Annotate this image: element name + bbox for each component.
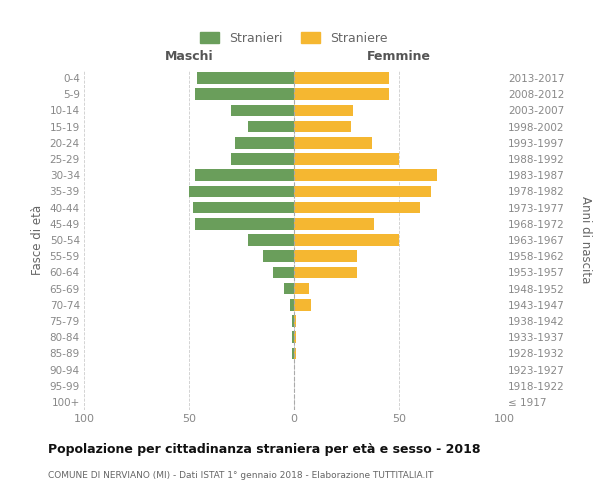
Bar	[294, 266, 357, 278]
Bar	[294, 153, 399, 165]
Bar	[292, 315, 294, 327]
Text: Popolazione per cittadinanza straniera per età e sesso - 2018: Popolazione per cittadinanza straniera p…	[48, 442, 481, 456]
Bar	[273, 266, 294, 278]
Bar	[294, 282, 309, 294]
Y-axis label: Anni di nascita: Anni di nascita	[579, 196, 592, 284]
Bar	[231, 153, 294, 165]
Bar	[294, 170, 437, 181]
Bar	[284, 282, 294, 294]
Bar	[292, 348, 294, 359]
Bar	[294, 250, 357, 262]
Bar	[235, 137, 294, 148]
Bar	[231, 104, 294, 117]
Bar	[292, 332, 294, 343]
Bar	[248, 234, 294, 246]
Bar	[294, 104, 353, 117]
Bar	[263, 250, 294, 262]
Bar	[294, 88, 389, 100]
Bar	[294, 202, 420, 213]
Bar	[196, 170, 294, 181]
Bar	[248, 121, 294, 132]
Text: Femmine: Femmine	[367, 50, 431, 63]
Bar	[196, 218, 294, 230]
Bar	[197, 72, 294, 84]
Bar	[294, 332, 296, 343]
Bar	[294, 299, 311, 310]
Bar	[294, 121, 350, 132]
Bar	[294, 315, 296, 327]
Text: COMUNE DI NERVIANO (MI) - Dati ISTAT 1° gennaio 2018 - Elaborazione TUTTITALIA.I: COMUNE DI NERVIANO (MI) - Dati ISTAT 1° …	[48, 470, 433, 480]
Bar	[196, 88, 294, 100]
Text: Maschi: Maschi	[164, 50, 214, 63]
Bar	[294, 186, 431, 198]
Bar	[294, 234, 399, 246]
Y-axis label: Fasce di età: Fasce di età	[31, 205, 44, 275]
Bar	[189, 186, 294, 198]
Bar	[294, 72, 389, 84]
Bar	[290, 299, 294, 310]
Legend: Stranieri, Straniere: Stranieri, Straniere	[200, 32, 388, 45]
Bar	[193, 202, 294, 213]
Bar	[294, 348, 296, 359]
Bar	[294, 137, 372, 148]
Bar	[294, 218, 374, 230]
